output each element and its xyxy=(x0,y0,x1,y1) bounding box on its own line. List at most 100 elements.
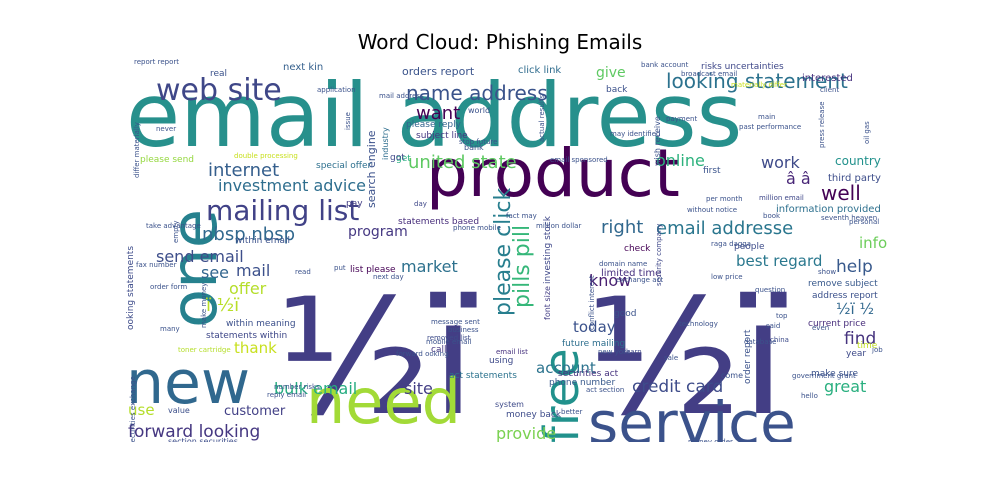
word-30: offer xyxy=(229,279,267,298)
word-128: exchange act xyxy=(616,276,663,284)
word-80: order report xyxy=(743,329,753,384)
word-70: statements within xyxy=(206,331,287,341)
word-71: within meaning xyxy=(226,319,296,329)
word-175: materially differ xyxy=(731,81,787,89)
word-106: removed list xyxy=(427,334,471,342)
word-58: search engine xyxy=(365,130,378,208)
word-51: orders report xyxy=(402,65,475,78)
word-78: please reply xyxy=(406,120,462,130)
word-143: past performance xyxy=(739,123,801,131)
word-43: bulk email xyxy=(274,379,357,398)
word-117: million dollar xyxy=(536,222,581,230)
word-127: number risks xyxy=(274,383,320,391)
word-129: next day xyxy=(373,273,404,281)
word-66: remove subject xyxy=(808,279,878,289)
word-112: said xyxy=(766,322,780,330)
word-172: money order xyxy=(688,438,733,442)
word-87: check xyxy=(624,244,651,254)
word-cloud-area: email address ½ï ½ï product one need service ne… xyxy=(126,58,894,442)
word-115: per month xyxy=(706,195,743,203)
word-124: many xyxy=(160,325,180,333)
word-12: name address xyxy=(406,81,548,105)
chart-title: Word Cloud: Phishing Emails xyxy=(357,30,643,54)
word-68: current price xyxy=(808,319,866,329)
word-72: make sure xyxy=(811,369,858,379)
word-63: within email xyxy=(235,236,290,246)
word-157: differ materially xyxy=(133,122,141,178)
word-147: seventh heaven xyxy=(821,214,877,222)
word-20: want xyxy=(416,103,460,124)
word-42: find xyxy=(844,329,876,349)
word-140: payment xyxy=(666,115,697,123)
word-153: show xyxy=(818,268,836,276)
word-7: new xyxy=(126,348,250,418)
word-46: customer xyxy=(224,404,286,419)
word-134: broadcast email xyxy=(681,70,737,78)
word-123: empty xyxy=(172,221,180,243)
word-16: email addresse xyxy=(656,218,793,239)
word-39: account xyxy=(536,359,596,377)
word-67: address report xyxy=(812,291,878,301)
word-159: raga dagga xyxy=(711,240,751,248)
word-96: value xyxy=(168,406,190,415)
word-164: may identified xyxy=(610,130,660,138)
word-60: please send xyxy=(140,155,194,165)
word-167: put xyxy=(334,264,346,272)
word-69: future mailing xyxy=(562,339,625,349)
word-142: main xyxy=(758,113,776,121)
word-53: next kin xyxy=(283,62,323,73)
word-111: china xyxy=(770,336,789,344)
word-74: act statements xyxy=(449,371,517,381)
word-6: service xyxy=(588,389,796,442)
word-29: mail xyxy=(236,261,270,280)
word-22: work xyxy=(761,153,800,172)
word-44: site xyxy=(404,379,433,398)
word-113: technology xyxy=(679,320,718,328)
word-88: people xyxy=(734,242,765,252)
word-92: using xyxy=(489,356,513,366)
word-150: question xyxy=(755,286,785,294)
word-148: book xyxy=(763,212,781,220)
word-97: hello xyxy=(801,392,818,400)
word-110: sale xyxy=(664,354,678,362)
word-76: section securities xyxy=(168,437,238,442)
word-107: email list xyxy=(496,348,528,356)
word-91: securities act xyxy=(558,369,619,379)
word-45: great xyxy=(824,377,866,396)
word-94: pay xyxy=(346,199,363,209)
word-31: thank xyxy=(234,339,277,357)
word-100: day xyxy=(414,200,427,208)
word-24: â â xyxy=(786,169,811,188)
word-19: nbsp nbsp xyxy=(202,224,295,245)
word-33: program xyxy=(348,224,408,240)
word-163: email sponsored xyxy=(550,156,608,164)
word-138: stop future xyxy=(459,138,497,146)
word-47: forward looking xyxy=(128,422,260,442)
word-10: mailing list xyxy=(206,194,359,227)
word-37: know xyxy=(589,271,631,290)
word-116: million email xyxy=(759,194,804,202)
word-170: better xyxy=(561,408,583,416)
word-9: web site xyxy=(156,73,282,108)
word-141: client xyxy=(820,86,839,94)
word-99: system xyxy=(495,400,524,409)
word-102: statements based xyxy=(398,217,479,227)
word-85: back xyxy=(606,85,628,95)
word-1: ½ï xyxy=(276,264,477,442)
word-105: business xyxy=(448,326,479,334)
word-152: top xyxy=(776,312,788,320)
word-151: even xyxy=(812,324,829,332)
word-57: interested xyxy=(802,73,853,84)
word-84: call xyxy=(431,345,446,355)
word-86: first xyxy=(703,166,721,176)
word-114: low price xyxy=(711,273,743,281)
word-135: application xyxy=(317,86,356,94)
word-50: give xyxy=(596,65,626,81)
word-146: personal xyxy=(849,218,879,226)
word-108: new york xyxy=(598,348,631,356)
word-49: use xyxy=(128,401,155,419)
word-90: ooking statements xyxy=(126,246,136,330)
word-109: learn xyxy=(624,348,642,356)
word-23: well xyxy=(821,181,861,205)
word-32: market xyxy=(401,257,458,276)
